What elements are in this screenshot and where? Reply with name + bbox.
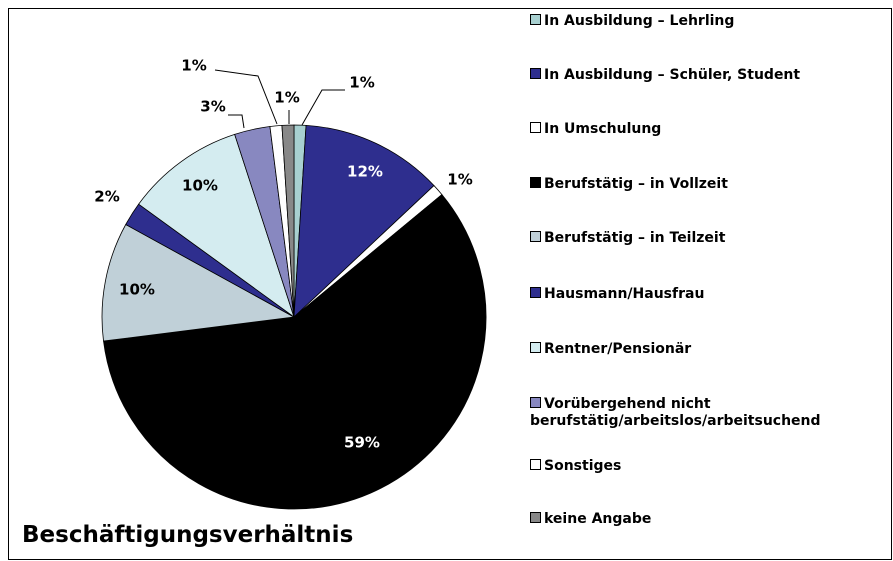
legend-swatch (530, 342, 541, 353)
legend-swatch (530, 231, 541, 242)
legend-label: Berufstätig – in Teilzeit (544, 230, 726, 246)
pie-slice (293, 124, 435, 318)
legend-item: Berufstätig – in Vollzeit (530, 176, 728, 193)
data-label: 1% (274, 89, 299, 107)
pie-slice (101, 223, 296, 342)
data-label: 1% (349, 74, 374, 92)
data-label: 1% (181, 57, 206, 75)
data-label: 10% (182, 177, 218, 195)
legend-swatch (530, 177, 541, 188)
legend-swatch (530, 68, 541, 79)
legend-label: In Ausbildung – Schüler, Student (544, 67, 801, 83)
frame (8, 8, 892, 560)
data-label: 3% (200, 98, 225, 116)
chart-title: Beschäftigungsverhältnis (22, 522, 354, 548)
legend-swatch (530, 512, 541, 523)
legend-item: In Ausbildung – Schüler, Student (530, 67, 800, 84)
legend-swatch (530, 122, 541, 133)
legend-label: In Ausbildung – Lehrling (544, 13, 735, 29)
legend-label: Sonstiges (544, 458, 622, 474)
legend-item: In Umschulung (530, 121, 661, 138)
legend-item: keine Angabe (530, 511, 651, 528)
pie-slice (281, 124, 295, 318)
data-label: 59% (344, 434, 380, 452)
leader-line (214, 69, 278, 125)
data-label: 2% (94, 188, 119, 206)
leader-line (228, 114, 245, 129)
data-label: 12% (347, 163, 383, 181)
legend-item: Rentner/Pensionär (530, 341, 691, 358)
legend-label: Vorübergehend nicht berufstätig/arbeitsl… (530, 396, 821, 429)
legend-label: keine Angabe (544, 511, 652, 527)
legend-swatch (530, 14, 541, 25)
pie-slice (103, 194, 487, 510)
legend-label: In Umschulung (544, 121, 662, 137)
pie-slice (138, 133, 295, 319)
legend-item: Hausmann/Hausfrau (530, 286, 704, 303)
data-label: 10% (119, 281, 155, 299)
legend-item: Vorübergehend nicht berufstätig/arbeitsl… (530, 396, 821, 430)
legend-item: Berufstätig – in Teilzeit (530, 230, 725, 247)
legend-item: In Ausbildung – Lehrling (530, 13, 734, 30)
legend-label: Rentner/Pensionär (544, 341, 692, 357)
leader-line (301, 89, 345, 126)
legend-label: Berufstätig – in Vollzeit (544, 176, 728, 192)
legend-swatch (530, 397, 541, 408)
data-label: 1% (447, 171, 472, 189)
legend-item: Sonstiges (530, 458, 621, 475)
legend-label: Hausmann/Hausfrau (544, 286, 705, 302)
legend-swatch (530, 287, 541, 298)
legend-swatch (530, 459, 541, 470)
